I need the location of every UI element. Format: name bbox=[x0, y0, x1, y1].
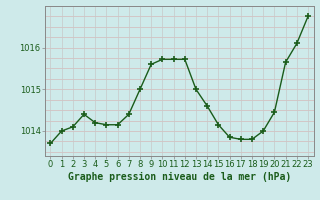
X-axis label: Graphe pression niveau de la mer (hPa): Graphe pression niveau de la mer (hPa) bbox=[68, 172, 291, 182]
